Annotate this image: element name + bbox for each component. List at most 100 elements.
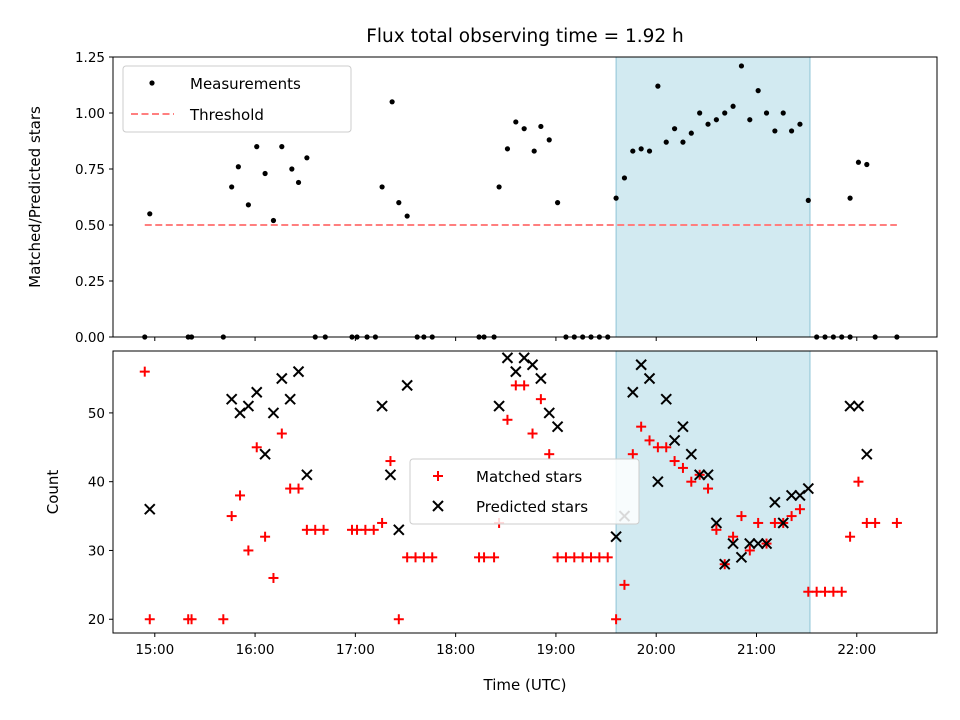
measurement-point — [671, 126, 678, 132]
predicted-point — [744, 537, 756, 550]
measurement-point — [396, 200, 402, 206]
matched-point — [853, 476, 864, 487]
predicted-point — [785, 489, 798, 502]
matched-point — [811, 586, 822, 597]
matched-point — [828, 586, 839, 597]
measurement-point — [655, 83, 661, 89]
matched-point — [891, 517, 902, 528]
matched-point — [677, 462, 688, 473]
matched-point — [611, 614, 622, 625]
measurement-point — [797, 121, 803, 127]
measurement-point — [254, 144, 260, 150]
top-y-tick-label: 0.50 — [75, 218, 105, 234]
predicted-point — [551, 420, 564, 433]
predicted-point — [802, 482, 815, 495]
top-y-tick-label: 0.25 — [75, 274, 105, 290]
matched-point — [711, 524, 722, 535]
measurement-point — [621, 175, 628, 181]
predicted-point — [702, 469, 714, 481]
predicted-point — [292, 365, 305, 378]
x-tick-label: 20:00 — [637, 642, 676, 658]
matched-point — [418, 552, 429, 563]
predicted-point — [635, 359, 647, 371]
measurement-point — [235, 164, 241, 170]
matched-point — [644, 435, 655, 446]
legend-predicted-label: Predicted stars — [476, 498, 588, 516]
predicted-point — [301, 469, 313, 481]
measurement-point — [855, 159, 862, 165]
bottom-y-tick-label: 30 — [88, 543, 105, 559]
legend-predicted-marker — [432, 500, 444, 512]
bottom-plot-frame — [112, 350, 938, 634]
matched-point — [235, 490, 246, 501]
predicted-point — [643, 372, 656, 385]
matched-point — [502, 414, 513, 425]
measurement-point — [638, 146, 644, 152]
matched-point — [669, 456, 680, 467]
matched-point — [385, 456, 396, 467]
matched-point — [268, 572, 279, 583]
bottom-y-tick-label: 20 — [88, 612, 105, 628]
top-panel: 0.00 0.25 0.50 0.75 1.00 1.25 Matched/Predict… — [26, 50, 938, 346]
top-legend-frame — [122, 65, 352, 133]
predicted-point — [225, 393, 238, 405]
matched-point — [527, 428, 538, 439]
bottom-panel: 20 30 40 50 15:00 16:00 17:00 18:00 19:00 20:00 2… — [44, 350, 938, 694]
measurement-point — [496, 184, 502, 190]
measurement-point — [538, 123, 544, 130]
predicted-point — [501, 352, 514, 364]
predicted-point — [543, 407, 555, 419]
matched-point — [318, 524, 329, 535]
bottom-predicted-series — [144, 352, 873, 570]
top-legend: Measurements Threshold — [122, 65, 352, 133]
predicted-point — [769, 496, 781, 509]
matched-point — [870, 517, 881, 528]
top-y-ticks: 0.00 0.25 0.50 0.75 1.00 1.25 — [75, 50, 113, 346]
matched-point — [243, 545, 254, 556]
top-y-tick-label: 1.00 — [75, 106, 105, 122]
matched-point — [218, 614, 229, 625]
measurement-point — [513, 119, 519, 125]
predicted-point — [242, 400, 255, 412]
predicted-point — [493, 400, 505, 412]
matched-point — [352, 524, 363, 535]
predicted-point — [401, 379, 413, 392]
measurement-point — [697, 110, 703, 116]
top-highlight-span — [615, 56, 811, 338]
predicted-point — [777, 517, 789, 529]
predicted-point — [376, 400, 388, 412]
matched-point — [703, 483, 714, 494]
x-tick-label: 22:00 — [837, 642, 876, 658]
matched-point — [410, 552, 421, 563]
measurement-point — [755, 88, 761, 94]
matched-point — [544, 449, 555, 460]
matched-point — [786, 511, 797, 522]
matched-point — [186, 614, 197, 625]
x-tick-label: 17:00 — [336, 642, 375, 658]
bottom-legend-frame — [409, 458, 640, 525]
matched-point — [586, 552, 597, 563]
matched-point — [226, 511, 237, 522]
matched-point — [393, 614, 404, 625]
measurement-point — [521, 126, 527, 132]
legend-measurements-label: Measurements — [190, 75, 301, 93]
matched-point — [402, 552, 413, 563]
measurement-point — [864, 161, 870, 168]
measurement-point — [738, 63, 745, 69]
measurement-point — [805, 197, 811, 203]
x-axis-label: Time (UTC) — [483, 676, 567, 694]
predicted-point — [526, 359, 539, 371]
bottom-highlight-span — [615, 350, 811, 634]
x-tick-label: 15:00 — [135, 642, 174, 658]
measurement-point — [613, 195, 619, 201]
top-y-axis-label: Matched/Predicted stars — [26, 106, 44, 288]
measurement-point — [554, 200, 561, 206]
measurement-point — [680, 139, 686, 145]
matched-point — [310, 524, 321, 535]
legend-threshold-label: Threshold — [189, 106, 264, 124]
x-tick-label: 18:00 — [436, 642, 475, 658]
matched-point — [794, 504, 805, 515]
matched-point — [627, 449, 638, 460]
matched-point — [753, 517, 764, 528]
